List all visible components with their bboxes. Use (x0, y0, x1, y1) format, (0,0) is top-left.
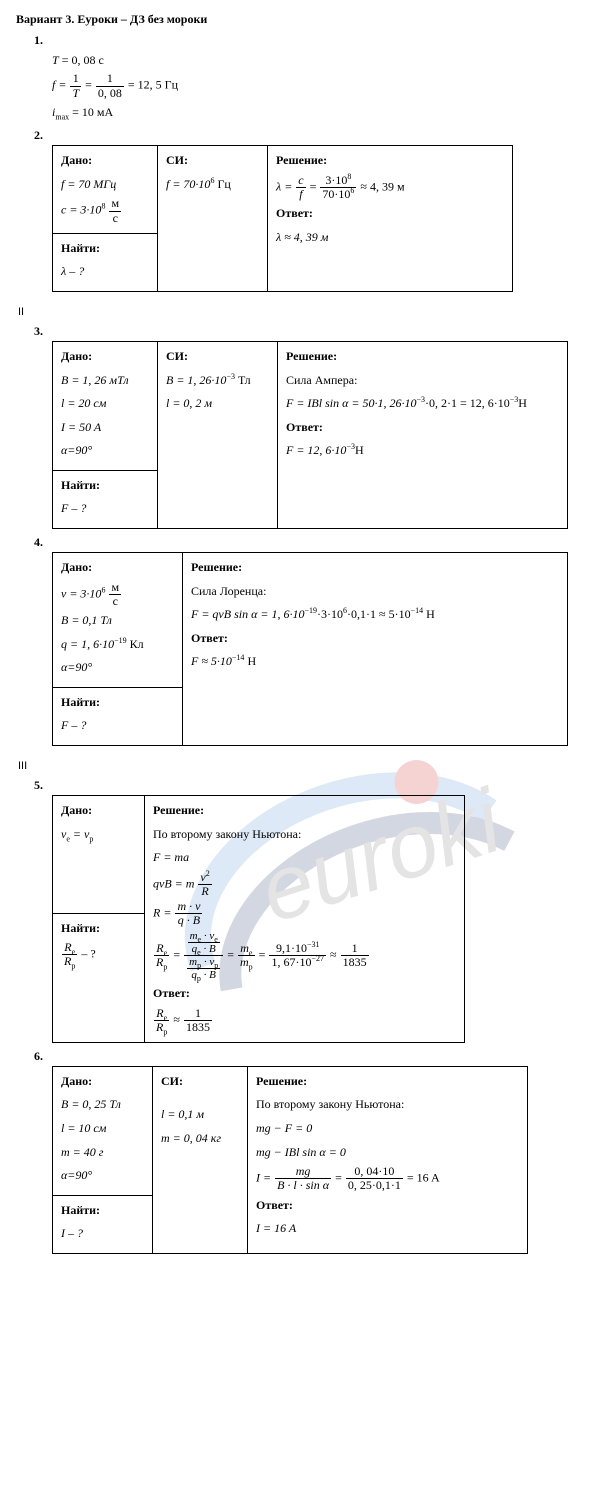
section-marker: III (18, 760, 584, 772)
problem-number: 2. (34, 128, 584, 143)
problem-number: 3. (34, 324, 584, 339)
problem-6-box: Дано: B = 0, 25 Тл l = 10 см m = 40 г α=… (52, 1066, 528, 1254)
problem-1-body: T = 0, 08 c f = 1T = 10, 08 = 12, 5 Гц i… (52, 50, 584, 122)
problem-number: 4. (34, 535, 584, 550)
problem-2-box: Дано: f = 70 МГц c = 3·108 мc СИ: f = 70… (52, 145, 513, 292)
section-marker: II (18, 306, 584, 318)
problem-5-box: Дано: ve = vp Решение: По второму закону… (52, 795, 465, 1043)
problem-number: 1. (34, 33, 584, 48)
problem-number: 6. (34, 1049, 584, 1064)
problem-4-box: Дано: v = 3·106 мc B = 0,1 Тл q = 1, 6·1… (52, 552, 568, 746)
page-title: Вариант 3. Еуроки – ДЗ без мороки (16, 12, 584, 27)
problem-number: 5. (34, 778, 584, 793)
problem-3-box: Дано: B = 1, 26 мТл l = 20 см I = 50 A α… (52, 341, 568, 529)
